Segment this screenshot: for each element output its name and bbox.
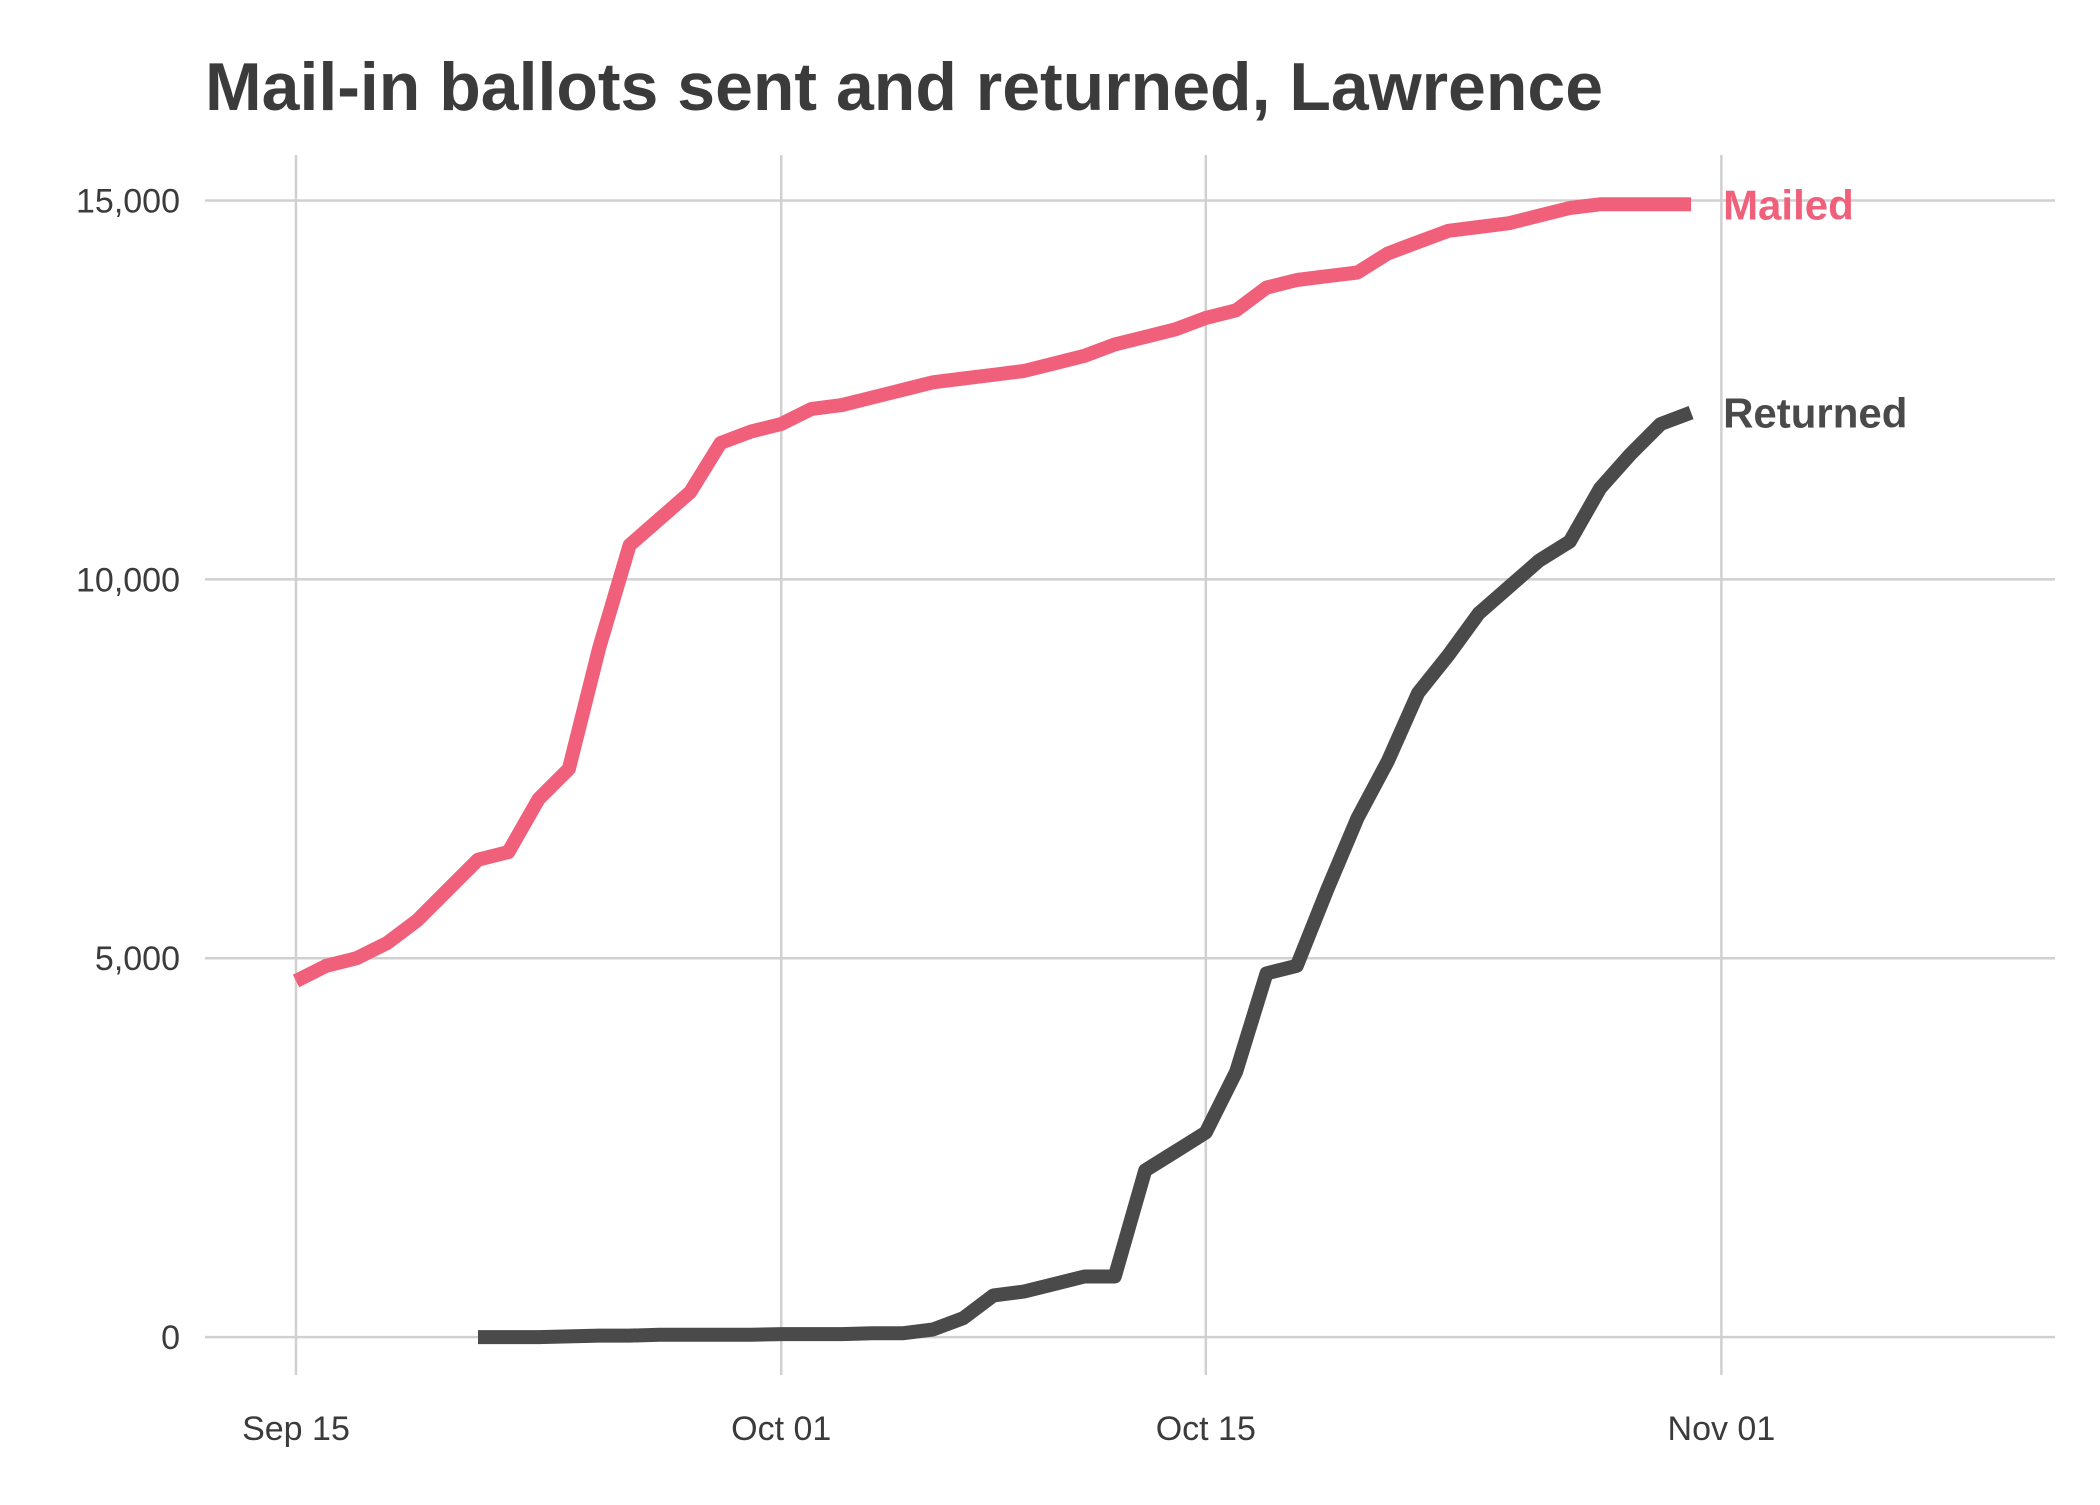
series-lines xyxy=(292,197,1694,1345)
series-label-returned: Returned xyxy=(1723,390,1907,437)
x-tick-label: Nov 01 xyxy=(1668,1410,1776,1448)
x-tick-label: Oct 15 xyxy=(1156,1410,1256,1448)
series-line-mailed xyxy=(292,197,1692,988)
gridlines xyxy=(205,155,2055,1375)
x-tick-label: Sep 15 xyxy=(242,1410,350,1448)
y-tick-label: 10,000 xyxy=(76,561,180,599)
x-tick-label: Oct 01 xyxy=(731,1410,831,1448)
series-labels: Mailed Returned xyxy=(1723,181,1907,436)
axis-ticks: 0 5,000 10,000 15,000 Sep 15 Oct 01 Oct 15 Nov … xyxy=(76,182,1775,1448)
y-tick-label: 15,000 xyxy=(76,182,180,220)
y-tick-label: 5,000 xyxy=(95,940,180,978)
series-label-mailed: Mailed xyxy=(1723,181,1854,228)
series-line-returned xyxy=(478,406,1694,1345)
y-tick-label: 0 xyxy=(161,1319,180,1357)
chart-title: Mail-in ballots sent and returned, Lawre… xyxy=(205,49,1603,125)
